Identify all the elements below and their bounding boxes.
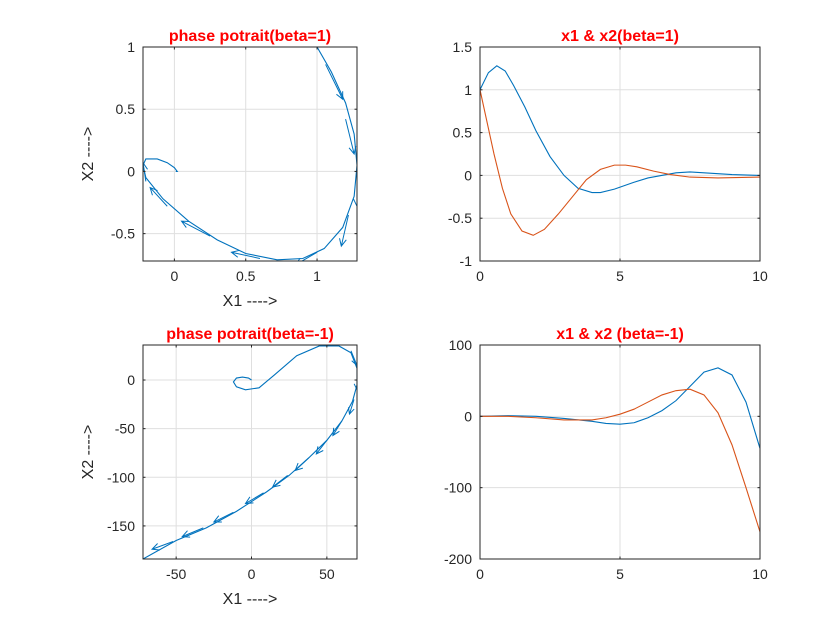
quiver-arrow-6 [230, 249, 261, 260]
y-tick-label-3: 100 [449, 337, 473, 353]
quiver-arrow-8 [149, 186, 168, 207]
x-tick-label-0: 0 [170, 268, 178, 284]
quiver-arrow-5 [297, 251, 318, 261]
y-tick-label-4: 1 [464, 82, 472, 98]
quiver-arrow-2 [345, 119, 357, 156]
x-tick-label-1: 0 [248, 566, 256, 582]
plot-area [480, 65, 760, 236]
series-line-1 [480, 65, 760, 194]
quiver-arrow-1 [325, 64, 344, 101]
quiver-arrow-2 [353, 375, 357, 391]
y-tick-label-1: -0.5 [448, 210, 472, 226]
x-tick-label-2: 50 [319, 566, 335, 582]
y-axis-label: X2 ----> [80, 425, 97, 480]
y-tick-label-0: -1 [460, 253, 473, 269]
y-tick-label-1: -100 [444, 480, 472, 496]
x-tick-label-2: 10 [752, 566, 768, 582]
quiver-arrow-10 [181, 527, 204, 538]
quiver-arrow-3 [347, 399, 355, 416]
quiver-arrow-8 [244, 492, 264, 505]
series-line-1 [480, 367, 760, 449]
y-tick-label-1: -100 [107, 469, 135, 485]
y-tick-label-2: 0 [464, 408, 472, 424]
chart-title: x1 & x2 (beta=-1) [556, 326, 684, 343]
quiver-arrow-4 [339, 214, 349, 248]
chart-time2: 0 5 10 -200 -100 0 100 x1 & x2 (beta=-1) [444, 326, 768, 582]
x-axis-label: X1 ----> [223, 293, 278, 310]
x-tick-label-2: 1 [313, 268, 321, 284]
series-line-2 [480, 388, 760, 533]
plot-area [480, 367, 760, 533]
x-tick-label-2: 10 [752, 268, 768, 284]
chart-phase1: 0 0.5 1 -0.5 0 0.5 1 phase potrait(beta=1) X1 --… [80, 28, 358, 310]
x-tick-label-1: 0.5 [236, 268, 256, 284]
quiver-arrow-5 [315, 440, 328, 455]
y-tick-label-2: 0 [464, 167, 472, 183]
y-tick-label-2: 0.5 [116, 101, 136, 117]
quiver-arrow-6 [294, 457, 310, 472]
x-tick-label-1: 5 [616, 566, 624, 582]
plot-area [143, 345, 357, 559]
y-tick-label-5: 1.5 [453, 39, 473, 55]
quiver-arrow-1 [350, 350, 357, 367]
plot-area [143, 47, 357, 261]
axes-box [142, 344, 358, 560]
x-axis-label: X1 ----> [223, 591, 278, 608]
quiver-arrow-4 [332, 420, 343, 437]
quiver-arrow-11 [150, 541, 174, 551]
quiver-arrow-9 [212, 511, 234, 523]
x-tick-label-1: 5 [616, 268, 624, 284]
y-tick-label-3: 0 [127, 372, 135, 388]
y-tick-label-1: 0 [127, 163, 135, 179]
x-tick-label-0: 0 [476, 268, 484, 284]
y-axis-label: X2 ----> [80, 127, 97, 182]
chart-title: phase potrait(beta=1) [169, 28, 331, 45]
y-tick-label-3: 1 [127, 39, 135, 55]
y-tick-label-0: -150 [107, 518, 135, 534]
quiver-arrow-3 [353, 171, 357, 208]
chart-title: phase potrait(beta=-1) [166, 326, 334, 343]
series-line-1 [143, 345, 357, 559]
x-tick-label-0: -50 [166, 566, 186, 582]
series-line-2 [480, 89, 760, 236]
chart-time1: 0 5 10 -1 -0.5 0 0.5 1 1.5 x1 & x2(beta=1) [448, 28, 768, 284]
quiver-arrow-7 [180, 220, 211, 237]
y-tick-label-0: -200 [444, 551, 472, 567]
chart-phase2: -50 0 50 -150 -100 -50 0 phase potrait(beta=-1)… [80, 326, 358, 608]
series-line-1 [143, 47, 357, 261]
axes-box [142, 46, 358, 262]
x-tick-label-0: 0 [476, 566, 484, 582]
chart-title: x1 & x2(beta=1) [561, 28, 679, 45]
y-tick-label-3: 0.5 [453, 125, 473, 141]
y-tick-label-0: -0.5 [111, 226, 135, 242]
y-tick-label-2: -50 [115, 421, 135, 437]
quiver-arrow-7 [271, 474, 288, 488]
